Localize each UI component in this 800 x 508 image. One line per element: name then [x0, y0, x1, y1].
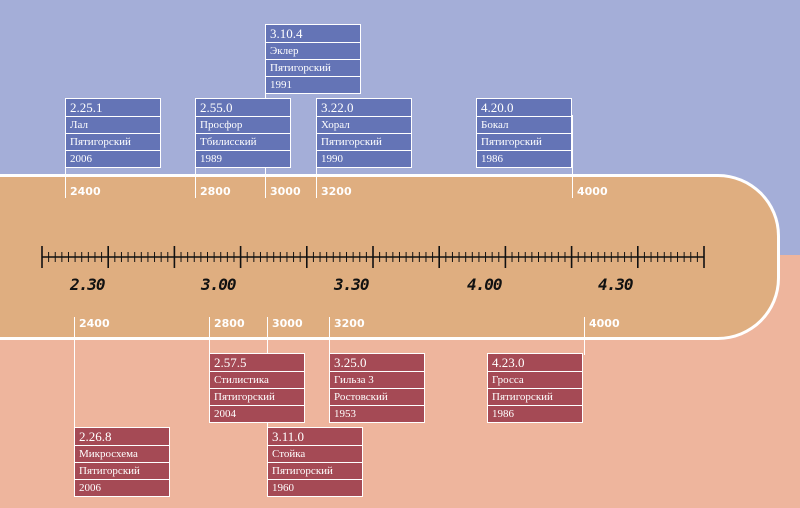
card-city: Пятигорский — [66, 134, 160, 151]
card-code: 2.25.1 — [66, 99, 160, 117]
top-marker-label: 3200 — [321, 185, 352, 198]
card-year: 1989 — [196, 151, 290, 167]
card-year: 1991 — [266, 77, 360, 93]
top-card: 3.22.0 Хорал Пятигорский 1990 — [316, 98, 412, 168]
bottom-marker-line — [329, 317, 330, 355]
bottom-card: 3.25.0 Гильза 3 Ростовский 1953 — [329, 353, 425, 423]
card-name: Лал — [66, 117, 160, 134]
card-city: Пятигорский — [266, 60, 360, 77]
card-city: Тбилисский — [196, 134, 290, 151]
card-code: 2.55.0 — [196, 99, 290, 117]
bottom-marker-label: 2400 — [79, 317, 110, 330]
top-card: 3.10.4 Эклер Пятигорский 1991 — [265, 24, 361, 94]
card-name: Стилистика — [210, 372, 304, 389]
bottom-marker-label: 3000 — [272, 317, 303, 330]
card-year: 1986 — [477, 151, 571, 167]
top-card: 2.55.0 Просфор Тбилисский 1989 — [195, 98, 291, 168]
bottom-card: 3.11.0 Стойка Пятигорский 1960 — [267, 427, 363, 497]
bottom-marker-line — [584, 317, 585, 355]
card-code: 3.10.4 — [266, 25, 360, 43]
card-code: 4.23.0 — [488, 354, 582, 372]
bottom-card: 2.57.5 Стилистика Пятигорский 2004 — [209, 353, 305, 423]
card-name: Просфор — [196, 117, 290, 134]
card-year: 1990 — [317, 151, 411, 167]
bottom-marker-label: 3200 — [334, 317, 365, 330]
tick-label: 3.00 — [201, 275, 237, 294]
tick-label: 3.30 — [334, 275, 370, 294]
tick-label: 2.30 — [70, 275, 106, 294]
bottom-marker-label: 2800 — [214, 317, 245, 330]
bottom-marker-line — [209, 317, 210, 355]
card-code: 3.22.0 — [317, 99, 411, 117]
card-code: 2.26.8 — [75, 428, 169, 446]
card-city: Ростовский — [330, 389, 424, 406]
bottom-card: 4.23.0 Гросса Пятигорский 1986 — [487, 353, 583, 423]
card-year: 2004 — [210, 406, 304, 422]
card-year: 2006 — [75, 480, 169, 496]
top-card: 4.20.0 Бокал Пятигорский 1986 — [476, 98, 572, 168]
card-year: 1953 — [330, 406, 424, 422]
card-code: 3.11.0 — [268, 428, 362, 446]
card-city: Пятигорский — [477, 134, 571, 151]
top-marker-label: 2800 — [200, 185, 231, 198]
card-year: 1986 — [488, 406, 582, 422]
card-name: Гильза 3 — [330, 372, 424, 389]
tick-label: 4.00 — [467, 275, 503, 294]
card-code: 2.57.5 — [210, 354, 304, 372]
tick-label: 4.30 — [598, 275, 634, 294]
card-city: Пятигорский — [268, 463, 362, 480]
card-year: 2006 — [66, 151, 160, 167]
top-card: 2.25.1 Лал Пятигорский 2006 — [65, 98, 161, 168]
card-name: Стойка — [268, 446, 362, 463]
top-marker-label: 4000 — [577, 185, 608, 198]
card-name: Бокал — [477, 117, 571, 134]
bottom-marker-line — [74, 317, 75, 429]
bottom-card: 2.26.8 Микросхема Пятигорский 2006 — [74, 427, 170, 497]
card-name: Микросхема — [75, 446, 169, 463]
top-marker-label: 2400 — [70, 185, 101, 198]
card-code: 4.20.0 — [477, 99, 571, 117]
card-year: 1960 — [268, 480, 362, 496]
card-name: Хорал — [317, 117, 411, 134]
top-marker-line — [572, 115, 573, 198]
card-city: Пятигорский — [317, 134, 411, 151]
card-code: 3.25.0 — [330, 354, 424, 372]
top-marker-label: 3000 — [270, 185, 301, 198]
card-city: Пятигорский — [75, 463, 169, 480]
card-name: Эклер — [266, 43, 360, 60]
card-city: Пятигорский — [488, 389, 582, 406]
card-name: Гросса — [488, 372, 582, 389]
card-city: Пятигорский — [210, 389, 304, 406]
bottom-marker-label: 4000 — [589, 317, 620, 330]
